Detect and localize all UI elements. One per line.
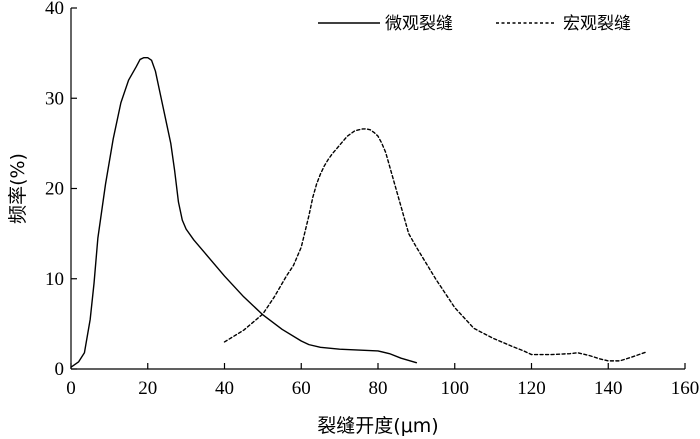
y-axis-title: 频率(%) <box>7 153 29 224</box>
x-tick-label: 20 <box>138 378 157 399</box>
y-tick-label: 20 <box>45 179 64 200</box>
x-tick-label: 60 <box>292 378 311 399</box>
x-axis-title: 裂缝开度(μm) <box>317 415 438 437</box>
series-layer <box>70 56 648 368</box>
y-axis-ticks: 0 10 20 30 40 <box>45 0 77 380</box>
y-tick-label: 40 <box>45 0 64 19</box>
y-tick-label: 10 <box>45 269 64 290</box>
x-tick-label: 40 <box>215 378 234 399</box>
x-tick-label: 0 <box>66 378 76 399</box>
y-tick-label: 30 <box>45 88 64 109</box>
legend: 微观裂缝 宏观裂缝 <box>318 14 631 34</box>
x-tick-label: 80 <box>369 378 388 399</box>
legend-label-1: 微观裂缝 <box>385 14 453 34</box>
series-line-2 <box>223 128 648 362</box>
y-tick-label: 0 <box>55 359 65 380</box>
x-tick-label: 100 <box>441 378 470 399</box>
x-axis-ticks: 0 20 40 60 80 100 120 140 160 <box>66 363 699 399</box>
x-tick-label: 140 <box>594 378 623 399</box>
x-tick-label: 160 <box>671 378 700 399</box>
legend-label-2: 宏观裂缝 <box>563 14 631 34</box>
plot-area <box>70 8 685 370</box>
x-tick-label: 120 <box>517 378 546 399</box>
series-line-1 <box>70 56 418 368</box>
